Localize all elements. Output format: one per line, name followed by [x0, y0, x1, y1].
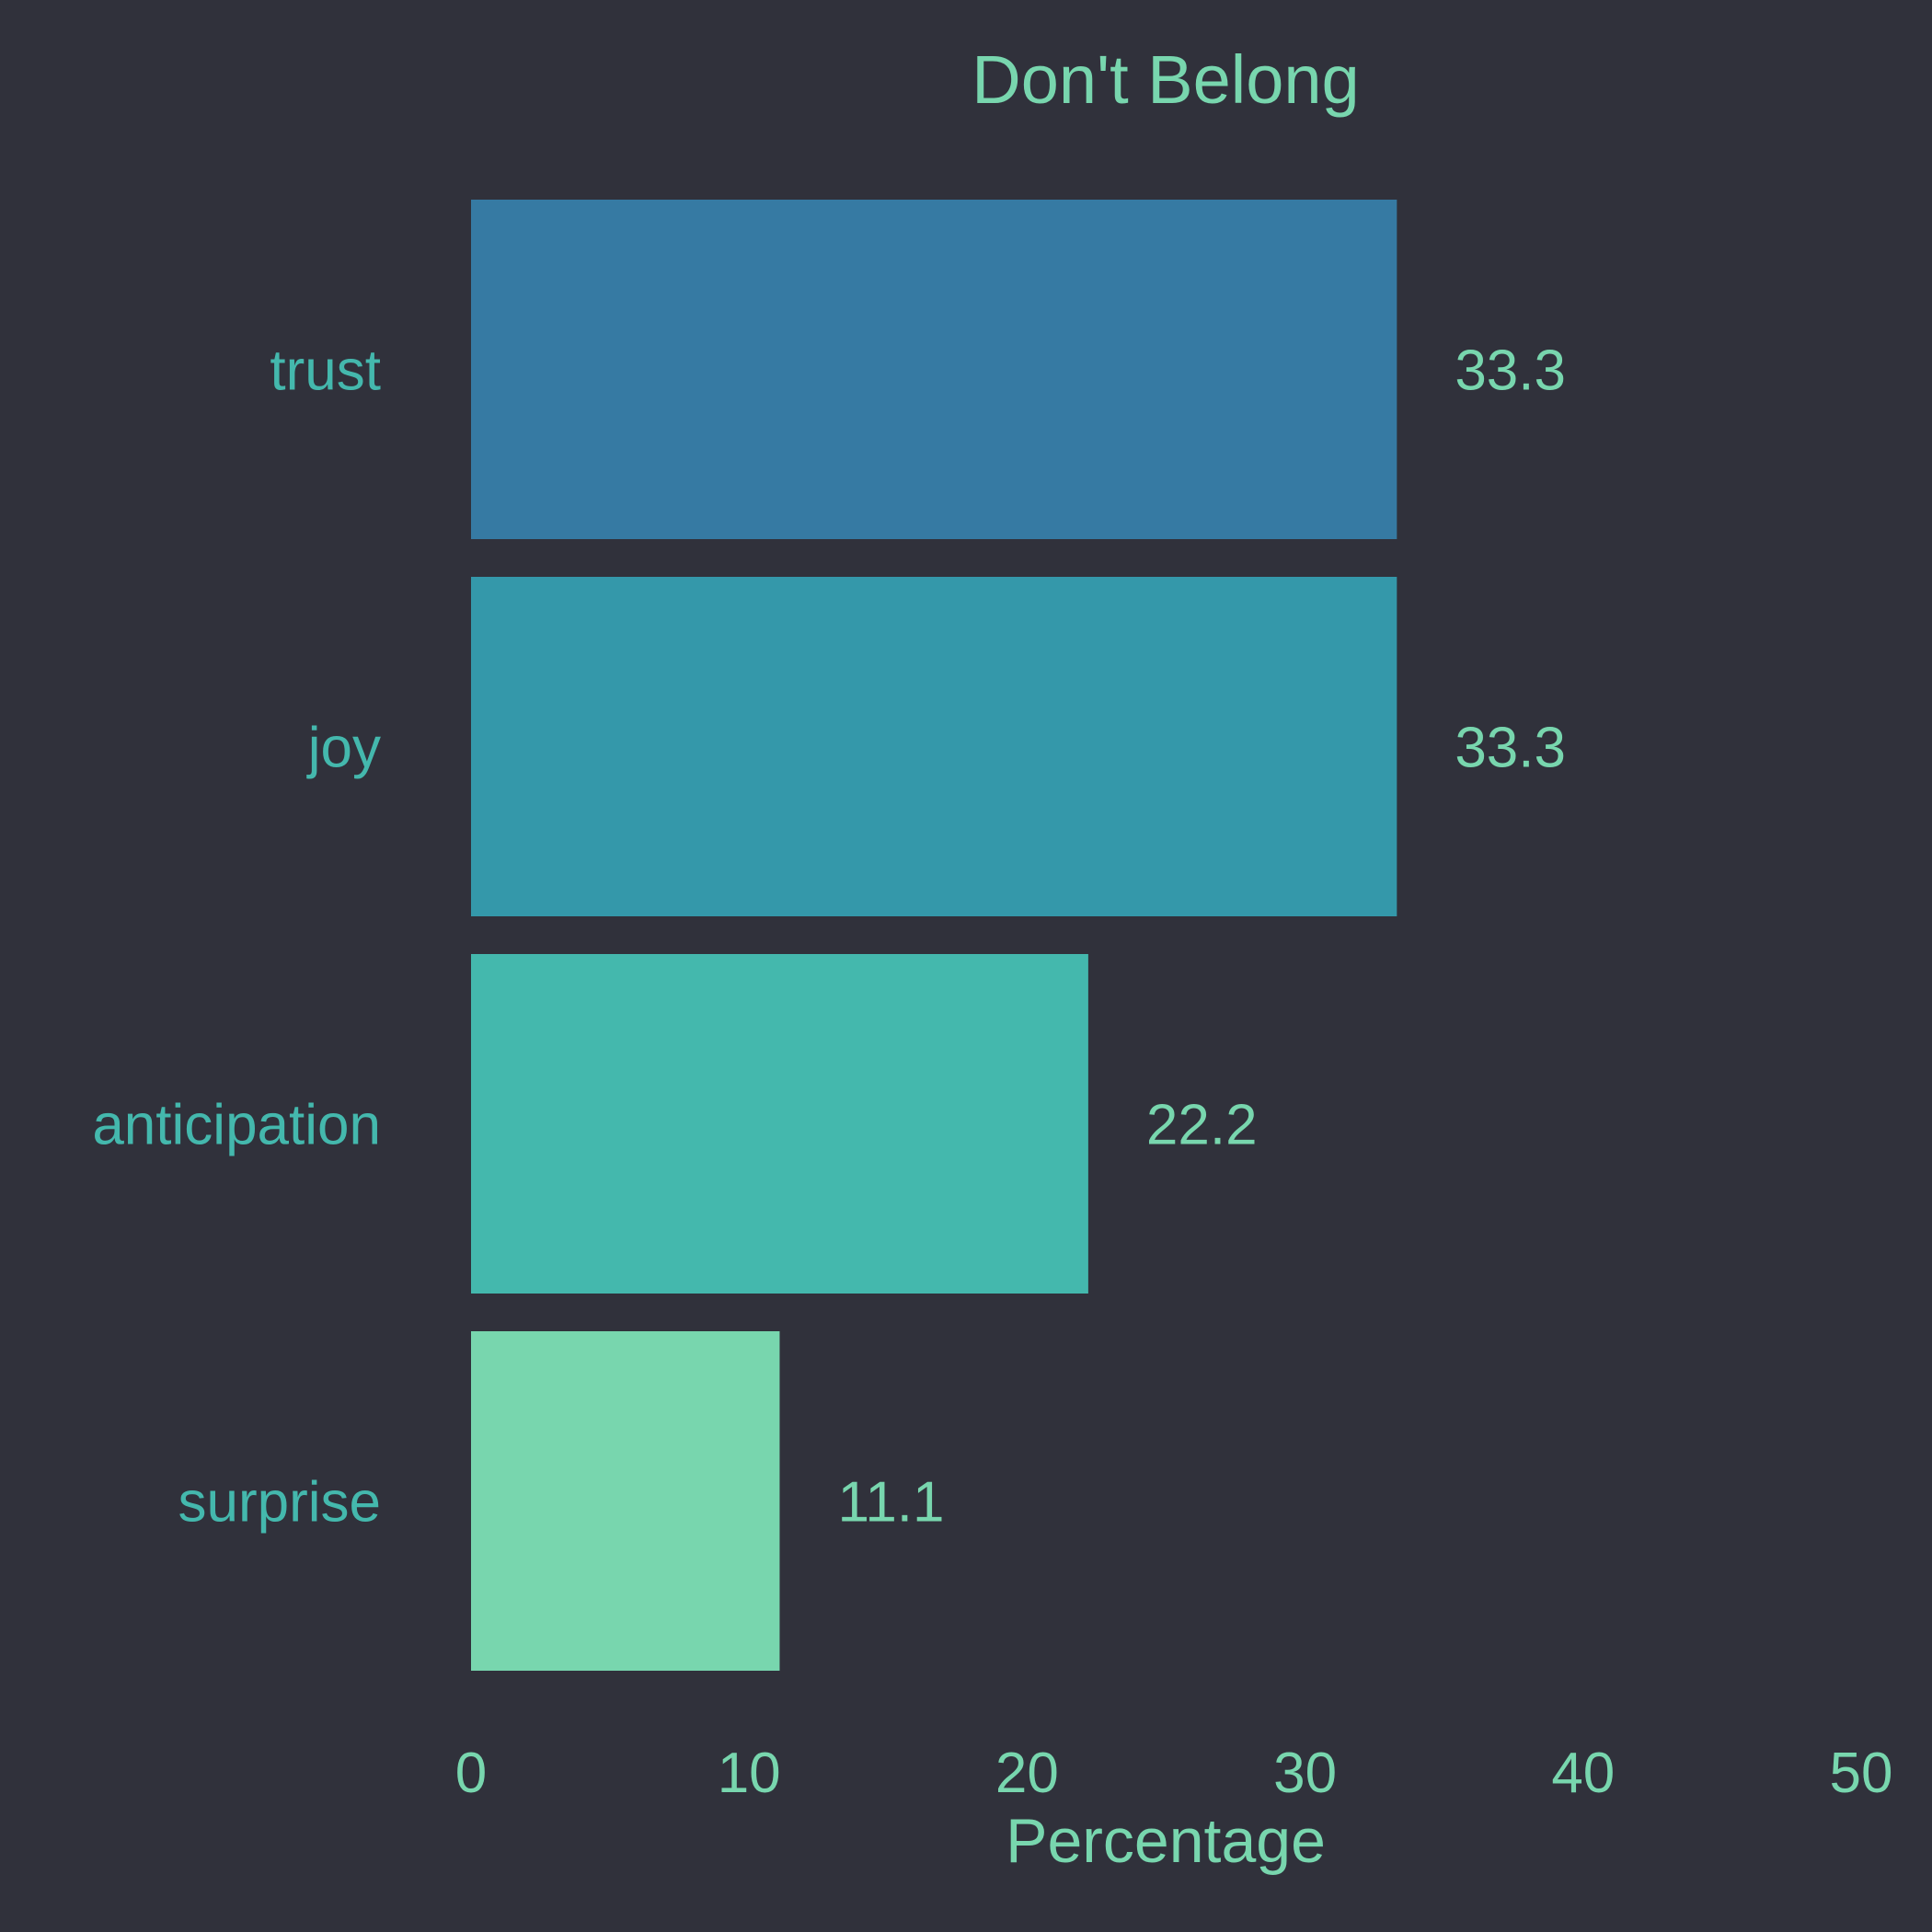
category-label-anticipation: anticipation — [92, 1094, 381, 1157]
category-label-joy: joy — [306, 717, 381, 780]
chart-title: Don't Belong — [972, 41, 1359, 118]
category-label-surprise: surprise — [178, 1471, 381, 1535]
bar-surprise — [471, 1331, 780, 1671]
value-label-joy: 33.3 — [1455, 717, 1566, 780]
category-labels-group: trust joy anticipation surprise — [92, 339, 381, 1535]
value-label-surprise: 11.1 — [837, 1471, 944, 1535]
x-tick-label-20: 20 — [995, 1742, 1059, 1805]
value-labels-group: 33.3 33.3 22.2 11.1 — [837, 339, 1566, 1535]
x-tick-label-50: 50 — [1830, 1742, 1893, 1805]
bar-anticipation — [471, 954, 1088, 1294]
x-tick-label-30: 30 — [1273, 1742, 1337, 1805]
category-label-trust: trust — [270, 339, 381, 403]
value-label-anticipation: 22.2 — [1146, 1094, 1258, 1157]
bar-trust — [471, 200, 1397, 539]
bars-group — [471, 200, 1397, 1671]
x-tick-label-0: 0 — [455, 1742, 487, 1805]
x-tick-label-10: 10 — [718, 1742, 781, 1805]
value-label-trust: 33.3 — [1455, 339, 1566, 403]
x-axis-ticks-group: 0 10 20 30 40 50 — [455, 1742, 1893, 1805]
x-tick-label-40: 40 — [1551, 1742, 1615, 1805]
bar-joy — [471, 577, 1397, 916]
x-axis-label: Percentage — [1006, 1806, 1326, 1876]
